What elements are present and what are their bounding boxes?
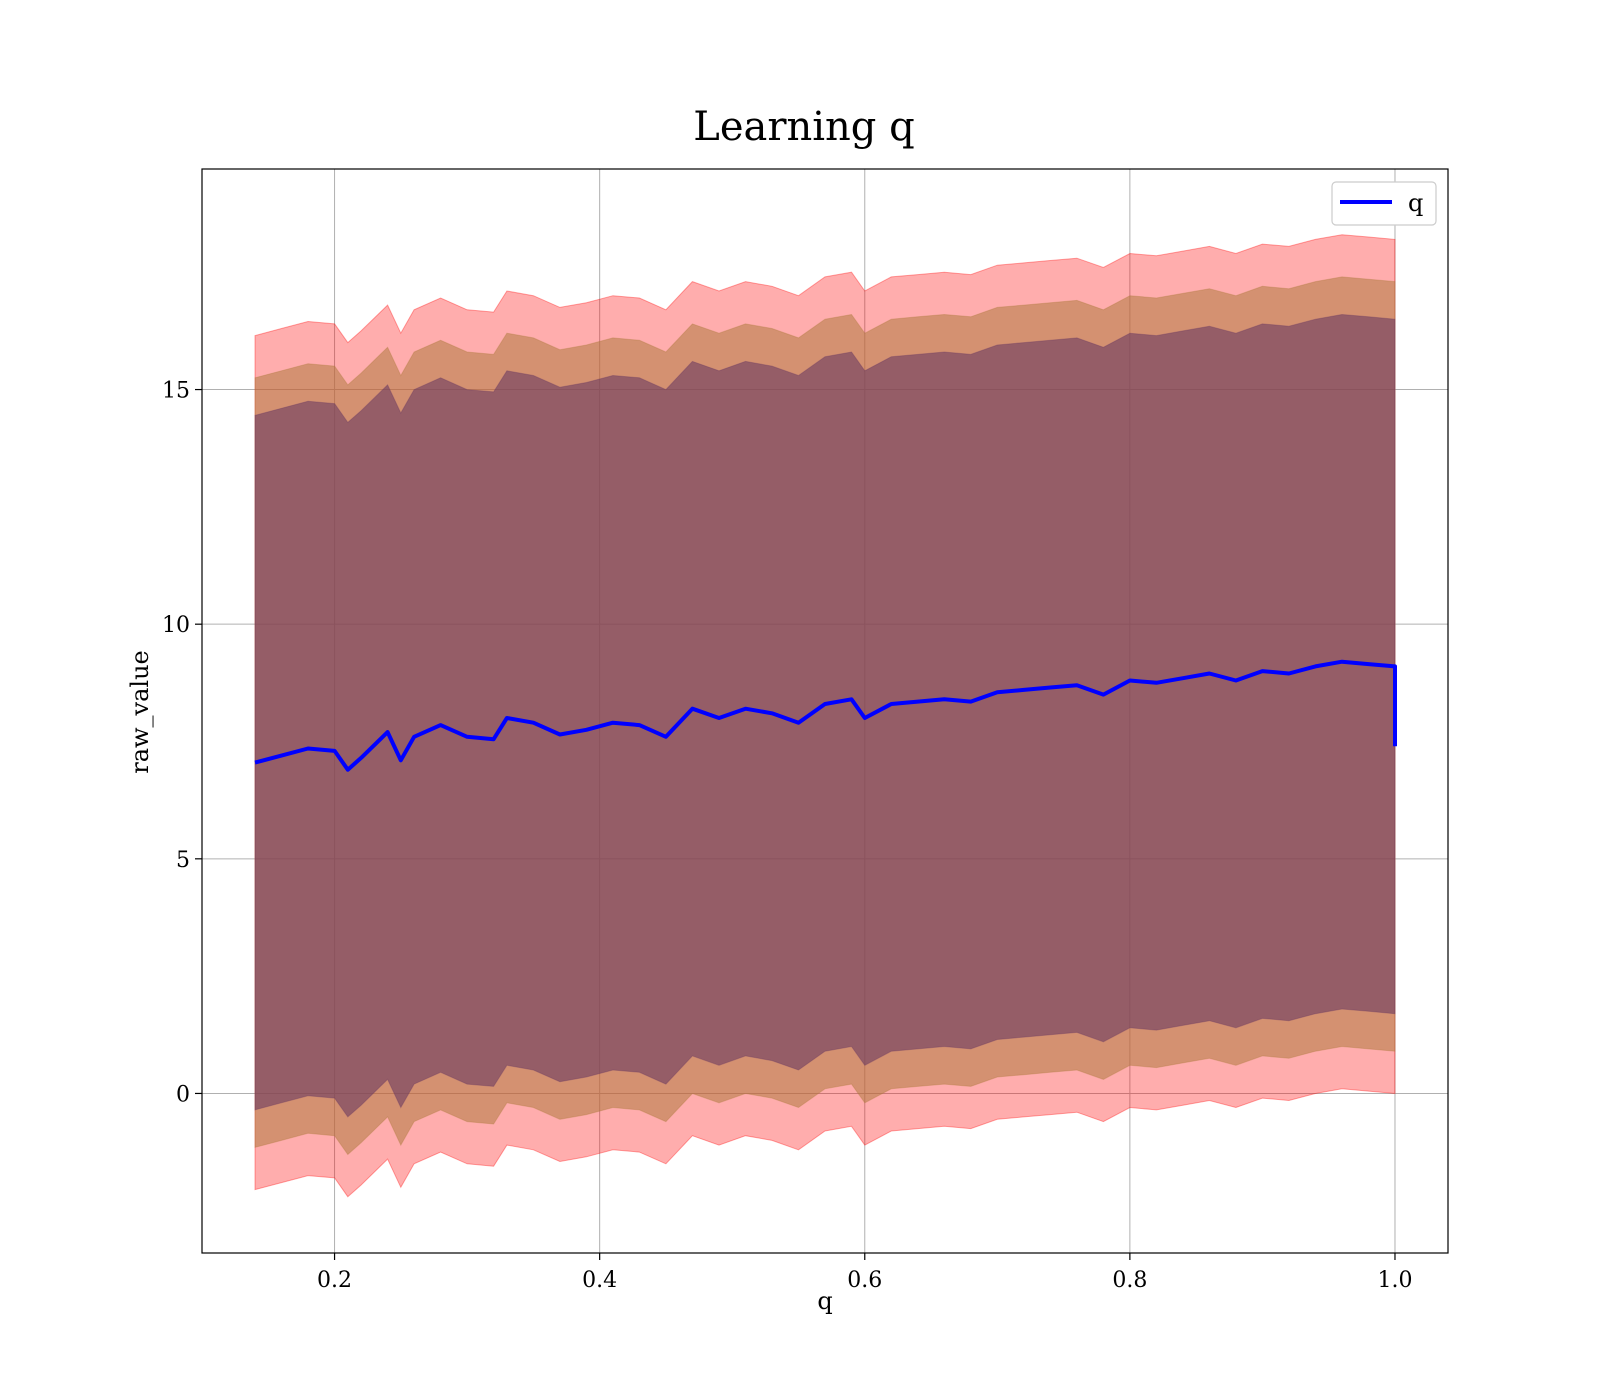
y-tick-label-0: 0: [176, 1082, 190, 1107]
x-tick-label-0: 0.2: [317, 1268, 352, 1293]
x-tick-label-2: 0.6: [847, 1268, 882, 1293]
series-lines: [254, 659, 1397, 772]
y-tick-label-2: 10: [162, 613, 190, 638]
plot-frame: [201, 168, 1449, 1254]
x-tick-label-3: 0.8: [1112, 1268, 1147, 1293]
x-axis-ticks: 0.2 0.4 0.6 0.8 1.0: [317, 1253, 1412, 1293]
y-tick-label-1: 5: [176, 848, 190, 873]
series-line-q: [254, 659, 1397, 772]
x-tick-label-4: 1.0: [1377, 1268, 1412, 1293]
band-inner: [254, 313, 1396, 1118]
y-tick-label-3: 15: [162, 379, 190, 404]
x-axis-label: q: [817, 1287, 832, 1315]
confidence-bands: [254, 234, 1396, 1198]
legend: q: [1331, 181, 1437, 226]
x-tick-label-1: 0.4: [582, 1268, 617, 1293]
y-axis-label: raw_value: [126, 650, 154, 774]
y-axis-ticks: 0 5 10 15: [162, 379, 202, 1107]
legend-label-q: q: [1408, 189, 1423, 217]
chart-title: Learning q: [693, 104, 914, 150]
